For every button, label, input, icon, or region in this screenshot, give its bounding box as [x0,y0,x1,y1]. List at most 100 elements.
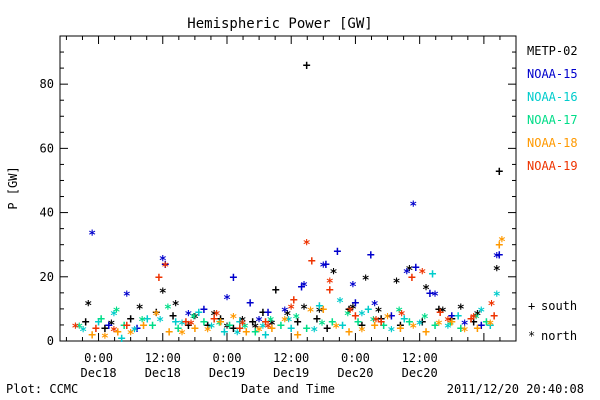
point-noaa-15-south: + [246,296,254,311]
legend-entry-noaa-16: NOAA-16 [527,90,578,104]
point-noaa-16-north: * [156,315,164,330]
point-noaa-19-north: * [444,315,452,330]
point-noaa-18-north: * [178,328,186,343]
point-metp-02-south: + [470,315,478,330]
point-noaa-18-south: + [88,328,96,343]
point-noaa-15-south: + [448,309,456,324]
point-noaa-19-north: * [213,309,221,324]
point-noaa-17-north: * [447,318,455,333]
x-tick-time-label: 0:00 [341,351,370,365]
point-noaa-15-north: * [185,309,193,324]
point-metp-02-north: * [210,309,218,324]
point-noaa-15-south: + [322,257,330,272]
x-tick-date-label: Dec18 [80,366,116,380]
point-noaa-15-north: * [431,290,439,305]
point-noaa-15-north: * [403,267,411,282]
x-tick-date-label: Dec20 [402,366,438,380]
legend-entry-noaa-19: NOAA-19 [527,159,578,173]
point-noaa-15-south: + [367,248,375,263]
point-noaa-15-north: * [461,318,469,333]
point-noaa-19-south: + [92,322,100,337]
point-noaa-15-north: * [493,251,501,266]
x-axis-label: Date and Time [241,382,335,396]
point-noaa-16-north: * [259,322,267,337]
point-metp-02-north: * [136,302,144,317]
x-tick-time-label: 12:00 [145,351,181,365]
point-noaa-15-south: + [133,322,141,337]
point-noaa-18-north: * [255,325,263,340]
point-noaa-18-north: * [498,235,506,250]
point-noaa-19-north: * [161,261,169,276]
point-metp-02-north: * [393,277,401,292]
y-axis: 0 20 40 60 80 [40,35,516,348]
point-metp-02-south: + [101,322,109,337]
point-metp-02-north: * [238,315,246,330]
point-noaa-15-north: * [349,280,357,295]
point-metp-02-north: * [474,309,482,324]
legend-marker-north-label: north [541,329,577,343]
point-noaa-16-south: + [195,306,203,321]
point-noaa-18-south: + [268,322,276,337]
point-noaa-16-north: * [416,318,424,333]
point-noaa-18-south: + [242,325,250,340]
point-metp-02-south: + [272,283,280,298]
point-metp-02-north: * [223,322,231,337]
point-noaa-15-south: + [352,296,360,311]
point-noaa-17-north: * [138,315,146,330]
point-noaa-18-south: + [191,322,199,337]
y-tick-label: 40 [40,206,54,220]
point-noaa-16-north: * [233,328,241,343]
point-noaa-19-north: * [110,325,118,340]
point-noaa-17-north: * [292,312,300,327]
legend-marker-north-symbol: * [528,329,535,343]
point-noaa-17-north: * [472,312,480,327]
point-noaa-19-north: * [264,322,272,337]
point-noaa-19-south: + [352,309,360,324]
point-metp-02-north: * [362,274,370,289]
point-noaa-18-south: + [396,322,404,337]
point-noaa-16-north: * [387,325,395,340]
point-noaa-17-north: * [267,315,275,330]
point-noaa-18-north: * [127,328,135,343]
point-noaa-17-north: * [215,318,223,333]
point-noaa-17-south: + [483,315,491,330]
point-metp-02-north: * [172,299,180,314]
point-noaa-19-south: + [436,306,444,321]
point-noaa-15-south: + [495,248,503,263]
point-noaa-17-north: * [75,322,83,337]
point-noaa-17-south: + [328,315,336,330]
point-metp-02-north: * [457,302,465,317]
point-metp-02-south: + [185,318,193,333]
point-noaa-18-south: + [319,302,327,317]
point-noaa-15-north: * [371,299,379,314]
point-metp-02-south: + [127,312,135,327]
point-metp-02-south: + [448,312,456,327]
point-noaa-15-south: + [105,318,113,333]
point-metp-02-north: * [316,306,324,321]
point-noaa-15-south: + [426,286,434,301]
point-metp-02-north: * [330,267,338,282]
point-noaa-19-south: + [308,254,316,269]
point-noaa-19-north: * [418,267,426,282]
point-noaa-15-north: * [159,254,167,269]
point-noaa-17-south: + [251,325,259,340]
point-metp-02-north: * [349,302,357,317]
point-noaa-16-south: + [429,267,437,282]
point-noaa-16-north: * [285,315,293,330]
point-noaa-17-south: + [303,322,311,337]
point-metp-02-south: + [294,315,302,330]
point-noaa-18-north: * [435,318,443,333]
legend-entry-noaa-18: NOAA-18 [527,136,578,150]
point-noaa-19-south: + [377,315,385,330]
point-noaa-17-south: + [354,315,362,330]
point-noaa-19-south: + [262,315,270,330]
point-noaa-15-south: + [264,306,272,321]
point-noaa-17-south: + [226,318,234,333]
point-noaa-18-south: + [294,328,302,343]
point-metp-02-north: * [251,322,259,337]
point-metp-02-south: + [82,315,90,330]
point-noaa-16-south: + [172,315,180,330]
point-noaa-16-north: * [336,296,344,311]
point-noaa-17-south: + [97,312,105,327]
point-metp-02-south: + [377,312,385,327]
